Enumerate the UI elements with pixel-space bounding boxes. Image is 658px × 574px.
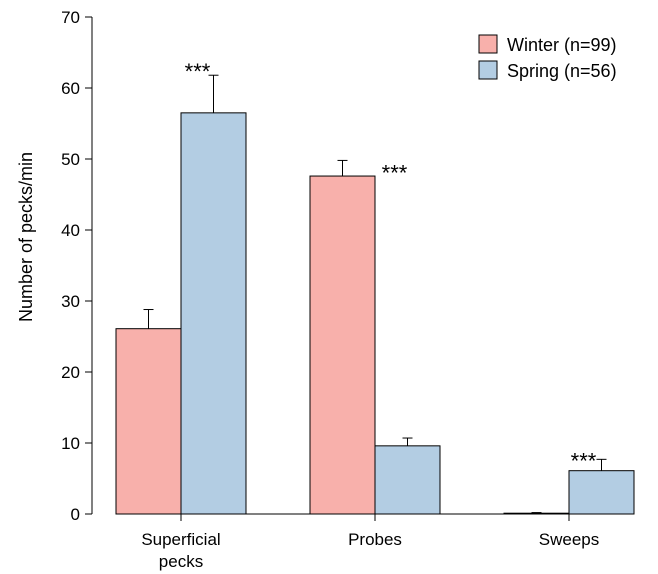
y-tick-label: 20 [61,363,80,382]
x-tick-label: Sweeps [539,530,599,549]
legend-label-spring: Spring (n=56) [507,61,617,81]
y-axis-title: Number of pecks/min [16,152,36,322]
bar-spring-2 [568,470,635,515]
significance-label: *** [571,448,597,473]
significance-marks: *** *** *** [185,59,597,473]
x-axis: Superficial pecks Probes Sweeps [141,513,599,571]
significance-label: *** [382,160,408,185]
bar-spring-1 [374,445,441,515]
error-bars [143,74,607,514]
bar-winter-0 [115,328,182,515]
x-tick-label: Probes [348,530,402,549]
significance-label: *** [185,59,211,84]
x-tick-label: Superficial [141,530,220,549]
legend-swatch-spring [478,60,498,80]
y-tick-label: 50 [61,150,80,169]
bar-spring-0 [180,112,247,515]
y-tick-label: 30 [61,292,80,311]
bars [115,112,635,515]
y-axis: 0 10 20 30 40 50 60 70 [61,8,93,524]
x-tick-label: pecks [159,552,203,571]
legend-label-winter: Winter (n=99) [507,35,617,55]
legend: Winter (n=99) Spring (n=56) [478,34,617,81]
legend-swatch-winter [478,34,498,54]
bar-winter-1 [309,175,376,515]
y-tick-label: 60 [61,79,80,98]
y-tick-label: 10 [61,434,80,453]
y-tick-label: 0 [71,505,80,524]
y-tick-label: 40 [61,221,80,240]
y-tick-label: 70 [61,8,80,27]
